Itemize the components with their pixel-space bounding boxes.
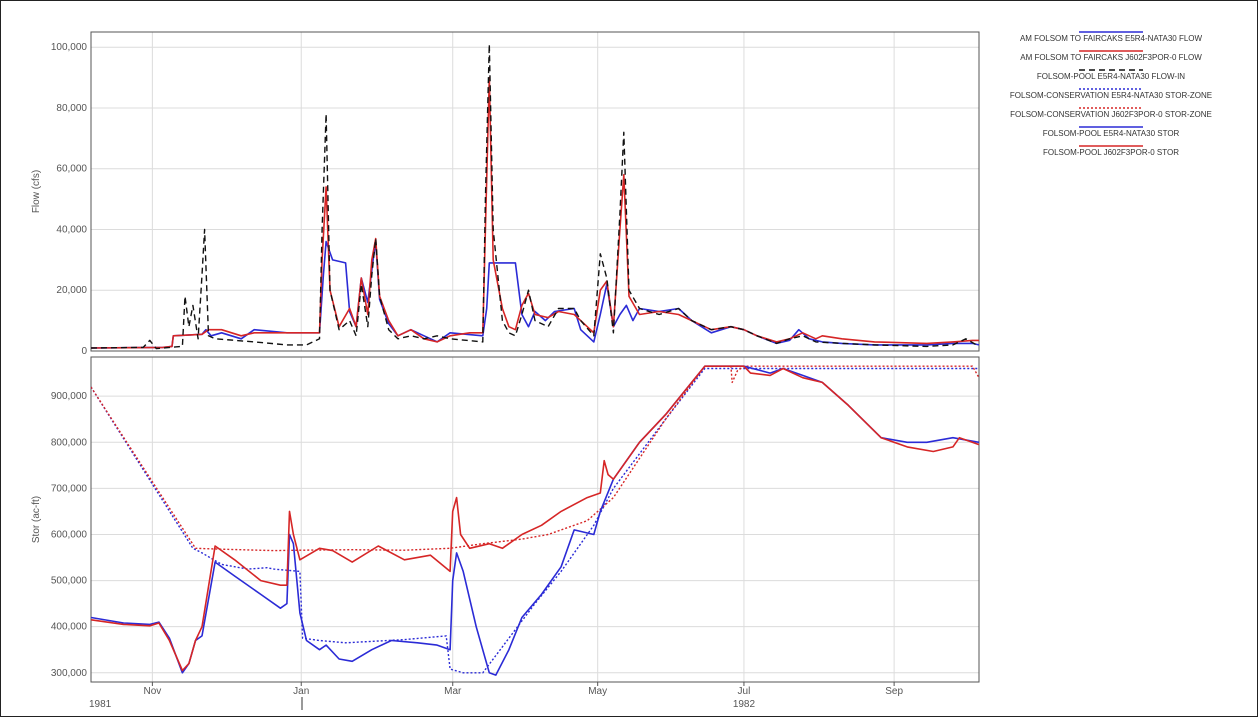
stor-series-group <box>91 365 979 676</box>
flow-series-group <box>91 43 979 350</box>
stor-plot-border <box>90 356 980 683</box>
x-tick-label: May <box>588 686 607 697</box>
legend-entry-label: FOLSOM-POOL E5R4-NATA30 STOR <box>1043 129 1180 138</box>
legend: AM FOLSOM TO FAIRCAKS E5R4-NATA30 FLOW AM… <box>1010 31 1212 157</box>
x-year-label: 1981 <box>89 699 112 710</box>
stor-series-line-1 <box>91 365 979 552</box>
stor-series-line-0 <box>91 367 979 674</box>
flow-y-axis-title: Flow (cfs) <box>31 170 42 213</box>
flow-y-tick-label: 40,000 <box>56 224 87 235</box>
legend-entry-label: FOLSOM-POOL E5R4-NATA30 FLOW-IN <box>1037 72 1185 81</box>
stor-y-tick-label: 600,000 <box>51 529 88 540</box>
stor-y-tick-label: 800,000 <box>51 437 88 448</box>
x-tick-label: Nov <box>143 686 161 697</box>
legend-entry-label: AM FOLSOM TO FAIRCAKS J602F3POR-0 FLOW <box>1020 53 1202 62</box>
flow-series-line-0 <box>91 240 979 349</box>
x-tick-label: Mar <box>444 686 462 697</box>
storage-panel: 300,000 400,000 500,000 600,000 700,000 800,0… <box>31 356 980 683</box>
flow-y-tick-label: 0 <box>81 346 87 357</box>
x-tick-label: Jan <box>293 686 309 697</box>
flow-y-tick-label: 20,000 <box>56 285 87 296</box>
stor-y-tick-label: 900,000 <box>51 391 88 402</box>
stor-y-tick-label: 500,000 <box>51 576 88 587</box>
x-year-label: 1982 <box>733 699 756 710</box>
legend-entry-label: FOLSOM-CONSERVATION E5R4-NATA30 STOR-ZON… <box>1010 91 1212 100</box>
flow-series-line-1 <box>91 76 979 349</box>
legend-entry-label: FOLSOM-POOL J602F3POR-0 STOR <box>1043 148 1179 157</box>
flow-series-line-2 <box>91 43 979 350</box>
flow-y-tick-label: 80,000 <box>56 103 87 114</box>
x-axis: Nov Jan Mar May Jul Sep 1981 1982 <box>89 682 903 710</box>
stor-y-tick-label: 400,000 <box>51 622 88 633</box>
stor-y-axis-title: Stor (ac-ft) <box>31 496 42 543</box>
flow-panel: 0 20,000 40,000 60,000 80,000 100,000 Flow (cf… <box>31 31 980 357</box>
stor-series-line-2 <box>91 365 979 676</box>
flow-y-tick-label: 100,000 <box>51 42 88 53</box>
stor-y-tick-label: 700,000 <box>51 483 88 494</box>
x-tick-label: Jul <box>738 686 751 697</box>
stor-series-line-3 <box>91 365 979 672</box>
legend-entry-label: FOLSOM-CONSERVATION J602F3POR-0 STOR-ZON… <box>1010 110 1212 119</box>
x-tick-label: Sep <box>885 686 903 697</box>
stor-y-tick-label: 300,000 <box>51 668 88 679</box>
flow-plot-border <box>90 31 980 352</box>
legend-entry-label: AM FOLSOM TO FAIRCAKS E5R4-NATA30 FLOW <box>1020 34 1203 43</box>
flow-y-tick-label: 60,000 <box>56 164 87 175</box>
